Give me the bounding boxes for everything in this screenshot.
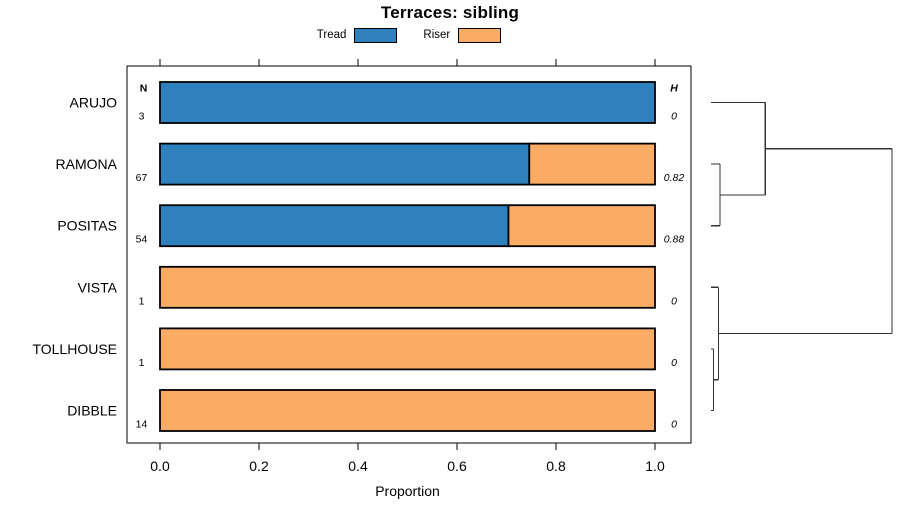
category-label-vista: VISTA <box>78 279 118 295</box>
x-tick-label: 0.8 <box>546 458 566 474</box>
bar-segment-riser-vista <box>159 265 656 309</box>
x-axis-title: Proportion <box>375 483 440 499</box>
x-tick-label: 0.4 <box>348 458 368 474</box>
n-value-positas: 54 <box>136 234 148 246</box>
x-tick-label: 1.0 <box>645 458 665 474</box>
bar-segment-riser-tollhouse <box>159 327 656 371</box>
h-value-arujo: 0 <box>671 111 677 123</box>
plot-box <box>126 65 692 444</box>
h-value-ramona: 0.82 <box>664 172 685 184</box>
h-column-header: H <box>670 83 678 95</box>
h-value-tollhouse: 0 <box>671 357 677 369</box>
category-label-tollhouse: TOLLHOUSE <box>32 341 117 357</box>
category-label-positas: POSITAS <box>57 218 117 234</box>
n-value-ramona: 67 <box>136 172 148 184</box>
legend-label-riser: Riser <box>423 29 451 41</box>
n-value-vista: 1 <box>139 295 145 307</box>
h-value-vista: 0 <box>671 295 677 307</box>
legend-swatch-riser <box>458 27 502 43</box>
h-value-dibble: 0 <box>671 419 677 431</box>
bar-segment-riser-positas <box>507 204 656 248</box>
n-value-tollhouse: 1 <box>139 357 145 369</box>
n-value-dibble: 14 <box>136 419 148 431</box>
category-label-arujo: ARUJO <box>70 95 118 111</box>
x-tick-label: 0.2 <box>249 458 269 474</box>
bar-segment-riser-ramona <box>528 142 656 186</box>
legend-item-tread: Tread <box>316 27 398 43</box>
bar-segment-tread-arujo <box>159 81 656 124</box>
n-column-header: N <box>140 83 148 95</box>
bar-segment-tread-ramona <box>159 142 531 186</box>
bar-segment-riser-dibble <box>159 389 656 432</box>
legend-swatch-tread <box>354 27 398 43</box>
x-tick-label: 0.0 <box>150 458 170 474</box>
n-value-arujo: 3 <box>139 111 145 123</box>
bar-segment-tread-positas <box>159 204 510 248</box>
category-label-ramona: RAMONA <box>56 156 118 172</box>
chart-legend: Tread Riser <box>127 27 691 43</box>
legend-item-riser: Riser <box>423 27 502 43</box>
legend-label-tread: Tread <box>316 29 347 41</box>
category-label-dibble: DIBBLE <box>67 403 117 419</box>
x-tick-label: 0.6 <box>447 458 467 474</box>
h-value-positas: 0.88 <box>664 234 685 246</box>
chart-title: Terraces: sibling <box>380 3 520 22</box>
